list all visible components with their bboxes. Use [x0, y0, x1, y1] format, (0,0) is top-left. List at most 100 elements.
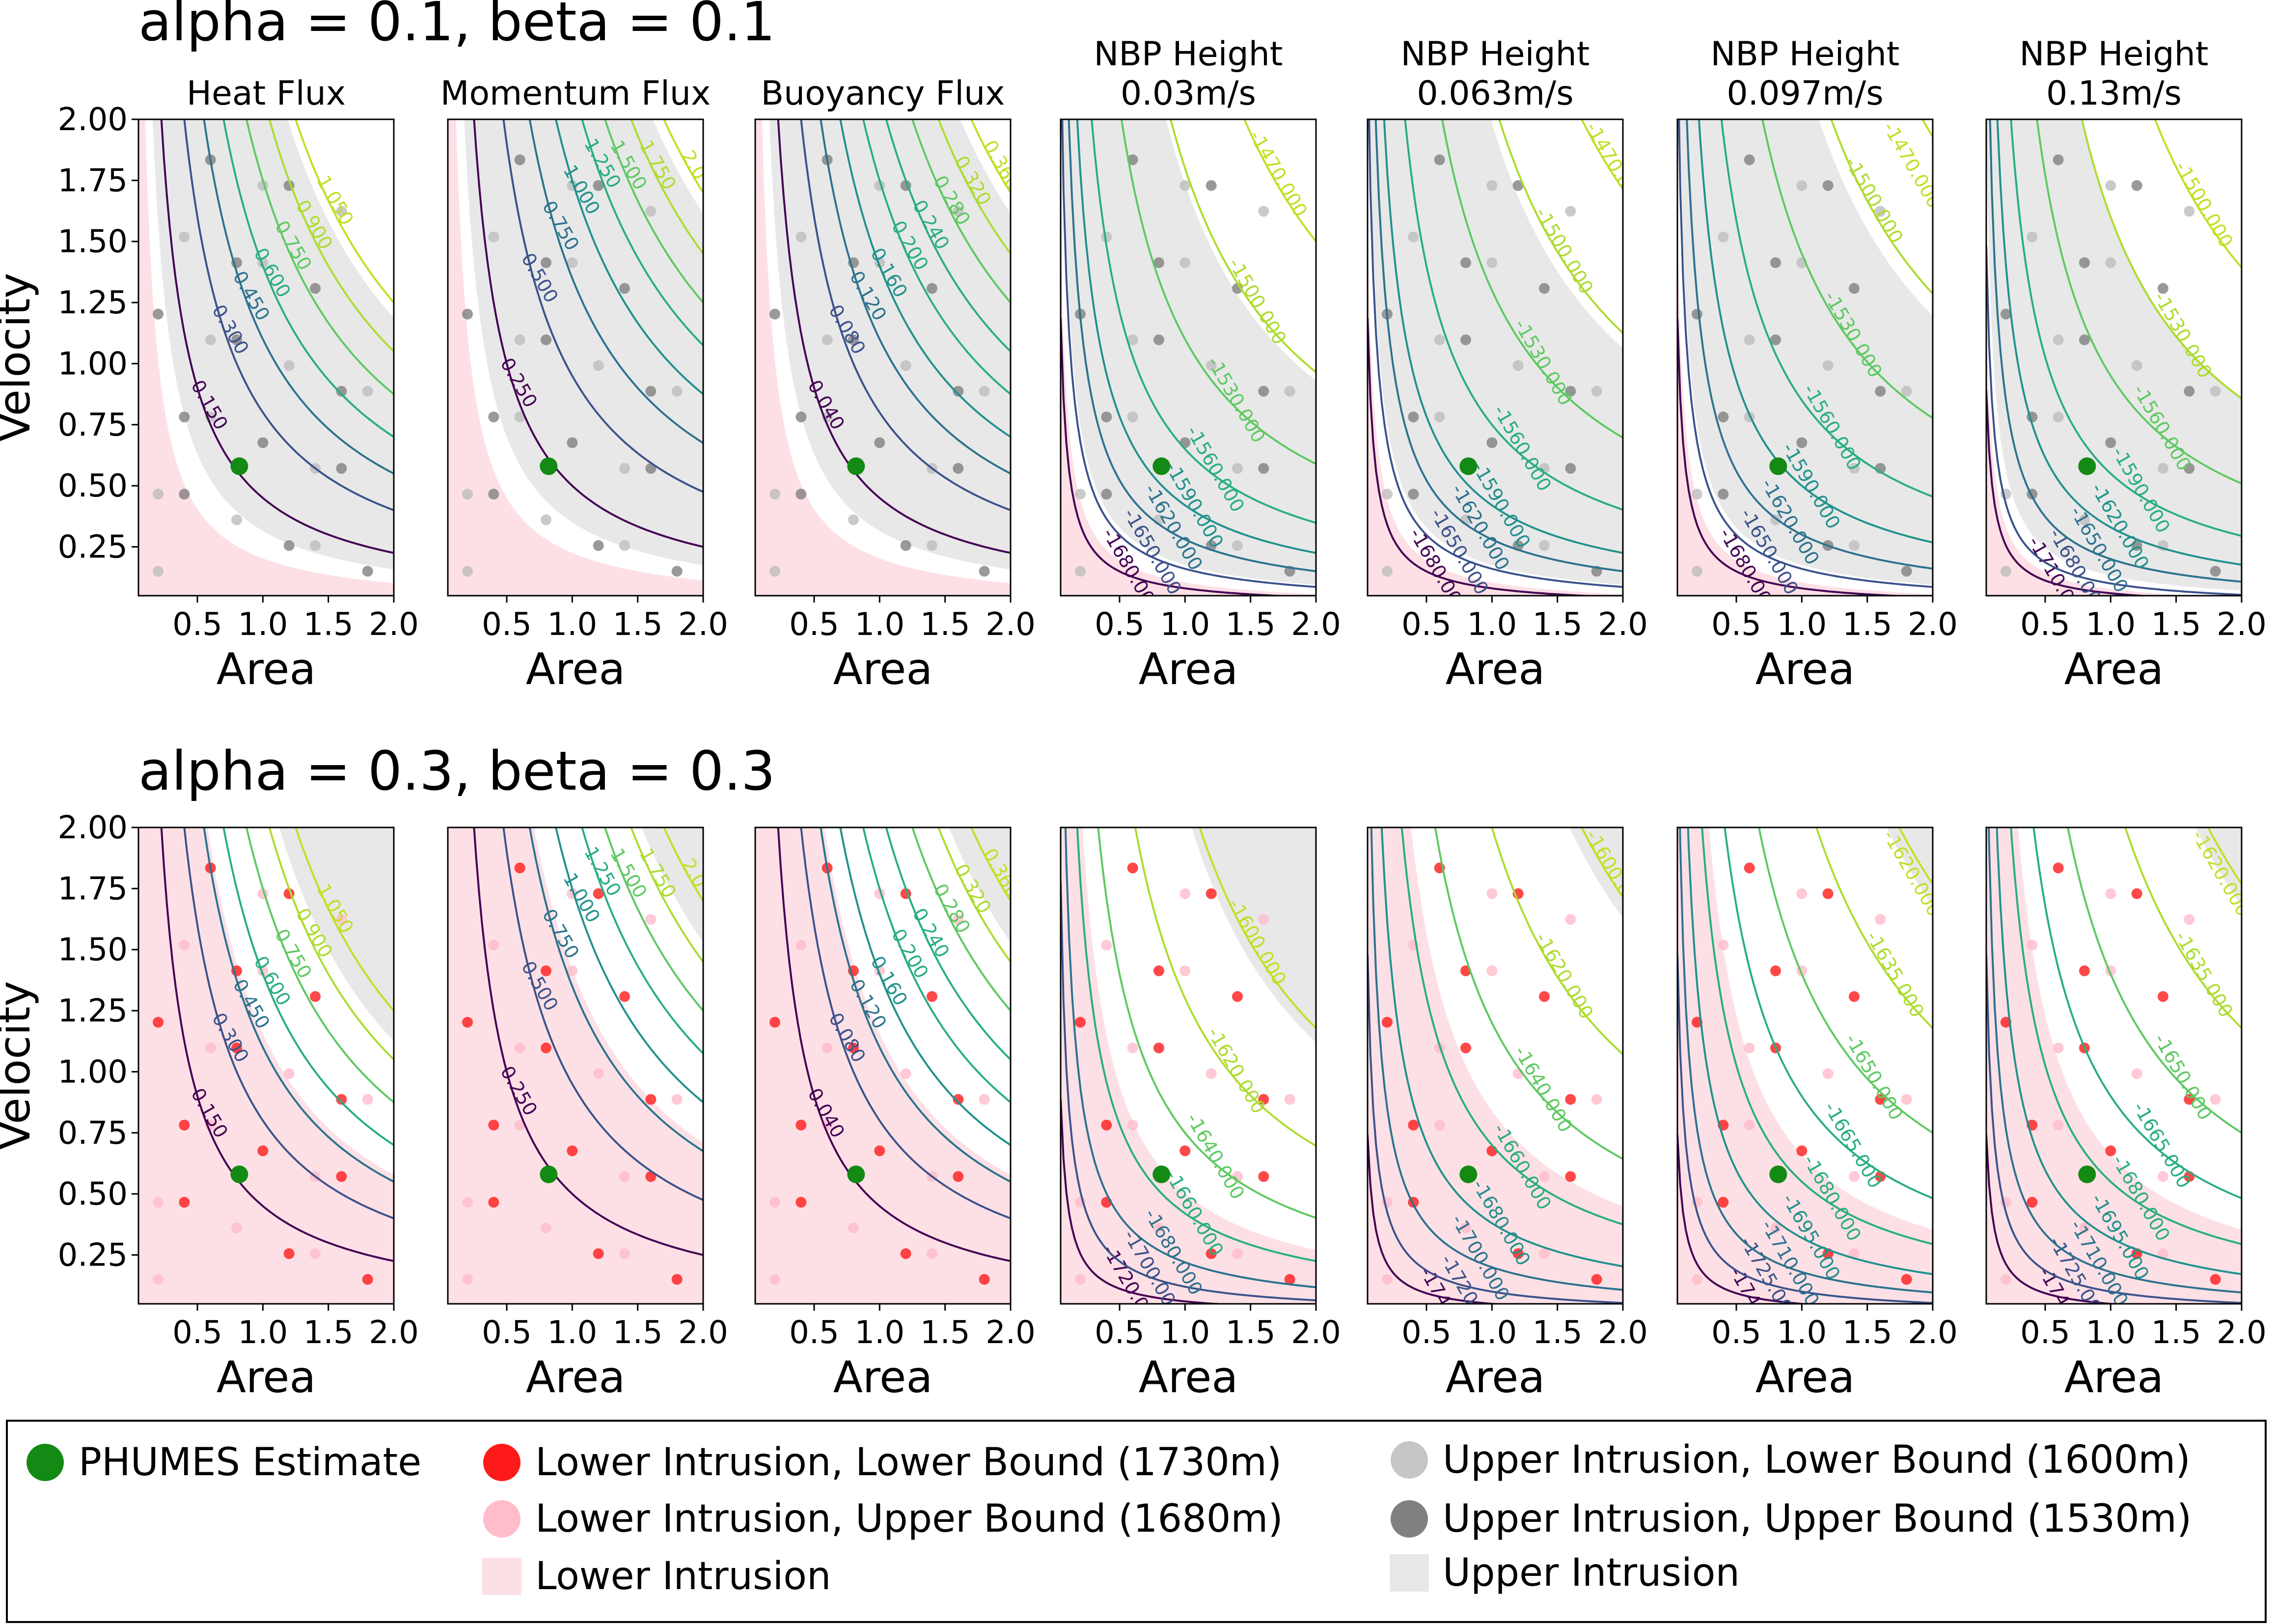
sample-point: [1822, 1068, 1834, 1079]
sample-point: [593, 180, 604, 191]
sample-point: [2131, 360, 2142, 371]
sample-point: [1179, 1145, 1191, 1156]
sample-point: [1075, 1017, 1086, 1028]
phumes-estimate-point: [847, 1165, 865, 1184]
sample-point: [619, 991, 630, 1002]
contour-line: [1198, 827, 1316, 1029]
sample-point: [2079, 334, 2090, 346]
contour-line: [1986, 954, 2242, 1304]
contour-line: [222, 119, 394, 438]
upper-intrusion-region: [1679, 119, 1933, 585]
sample-point: [362, 566, 373, 577]
sample-point: [1565, 914, 1576, 925]
sample-point: [1849, 1248, 1860, 1259]
legend-swatch: [482, 1558, 521, 1595]
upper-intrusion-region: [755, 827, 1011, 942]
x-axis-label: Area: [1446, 1352, 1545, 1403]
sample-point: [541, 1043, 551, 1054]
contour-line: [1986, 390, 2156, 596]
sample-point: [336, 206, 347, 217]
sample-point: [1849, 1171, 1860, 1182]
contour-line: [1404, 119, 1623, 511]
sample-point: [2053, 154, 2064, 165]
sample-point: [1434, 334, 1445, 346]
contour-line: [777, 827, 1011, 1262]
sample-point: [257, 1145, 269, 1156]
panel-row1-col7: -1710.000-1680.000-1650.000-1620.000-159…: [1985, 35, 2267, 694]
sample-point: [2210, 566, 2221, 577]
sample-point: [769, 1017, 780, 1028]
sample-point: [671, 566, 683, 577]
sample-point: [1565, 1171, 1576, 1182]
sample-point: [205, 1043, 216, 1054]
sample-point: [1744, 154, 1755, 165]
sample-point: [619, 1248, 630, 1259]
sample-point: [1591, 385, 1602, 397]
contour-line: [885, 119, 1011, 353]
contour-label: 2.0: [677, 147, 711, 183]
sample-point: [2000, 1274, 2011, 1285]
sample-point: [900, 1248, 911, 1259]
lower-intrusion-region: [755, 119, 1011, 596]
contour-line: [800, 827, 1011, 1219]
contour-line: [1678, 119, 1933, 588]
x-tick-label: 0.5: [789, 1315, 839, 1351]
sample-point: [1408, 231, 1419, 243]
sample-point: [541, 257, 551, 268]
contour-line: [1400, 827, 1623, 1226]
sample-point: [795, 1120, 807, 1131]
contour-line: [839, 827, 1011, 1146]
sample-point: [310, 283, 321, 294]
sample-point: [2027, 939, 2038, 951]
contour-label: -1470.000: [1879, 118, 1945, 212]
axes-frame: [1676, 118, 1934, 597]
legend-frame: [6, 1420, 2267, 1623]
contour-label: -1500.000: [2170, 158, 2237, 251]
x-tick-label: 1.0: [547, 1315, 597, 1351]
x-axis-label: Area: [217, 644, 316, 694]
y-tick-label: 1.50: [58, 932, 128, 968]
panel-title: Momentum Flux: [440, 74, 711, 113]
sample-point: [153, 489, 164, 500]
sample-point: [1127, 412, 1138, 423]
sample-point: [1382, 1274, 1393, 1285]
y-tick-label: 0.50: [58, 1176, 128, 1212]
sample-point: [2184, 206, 2195, 217]
axes-frame: [1985, 118, 2243, 597]
contour-line: [820, 119, 1011, 475]
contour-label: -1470.000: [1245, 127, 1312, 220]
phumes-estimate-point: [847, 457, 865, 475]
sample-point: [1258, 1094, 1269, 1105]
sample-point: [1901, 566, 1912, 577]
contour-line: [1383, 119, 1623, 554]
phumes-estimate-point: [540, 457, 558, 475]
sample-point: [179, 412, 190, 423]
x-tick-label: 0.5: [789, 606, 839, 643]
contour-label: -1635.000: [1862, 927, 1928, 1021]
phumes-estimate-point: [2078, 1165, 2096, 1184]
axes-frame: [1676, 826, 1934, 1305]
sample-point: [257, 437, 269, 448]
legend-label: Upper Intrusion, Lower Bound (1600m): [1443, 1438, 2191, 1482]
contour-line: [911, 827, 1011, 1012]
sample-point: [1744, 862, 1755, 874]
sample-point: [310, 540, 321, 551]
sample-point: [310, 991, 321, 1002]
x-tick-label: 1.5: [1226, 1315, 1276, 1351]
sample-point: [1232, 463, 1243, 474]
sample-point: [179, 1120, 190, 1131]
sample-point: [1101, 939, 1112, 951]
sample-point: [1486, 888, 1498, 899]
phumes-estimate-point: [230, 457, 248, 475]
contour-line: [1986, 246, 2242, 596]
contour-line: [1091, 119, 1316, 524]
x-tick-label: 0.5: [1095, 1315, 1145, 1351]
sample-point: [488, 412, 499, 423]
sample-point: [1770, 1222, 1781, 1234]
sample-point: [1875, 1094, 1886, 1105]
contour-line: [862, 119, 1011, 395]
sample-point: [2053, 1043, 2064, 1054]
sample-point: [1205, 180, 1217, 191]
